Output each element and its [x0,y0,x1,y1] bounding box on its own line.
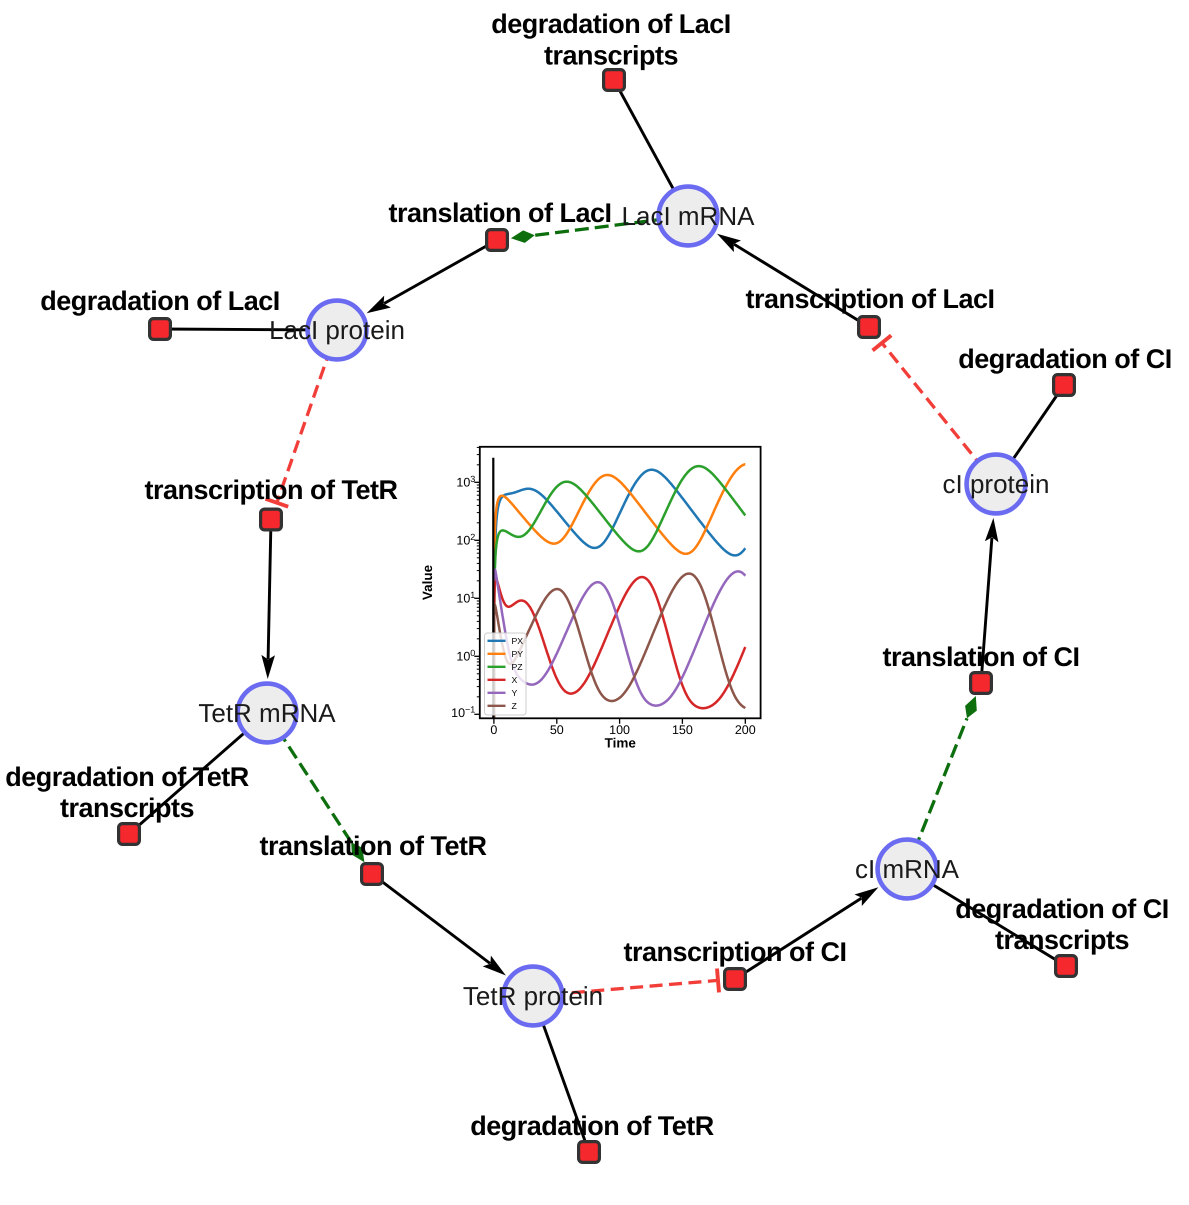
svg-text:cI mRNA: cI mRNA [855,854,960,884]
svg-text:degradation of LacI: degradation of LacI [491,9,731,39]
svg-text:PY: PY [512,649,524,659]
svg-text:transcripts: transcripts [995,925,1129,955]
svg-text:degradation of CI: degradation of CI [958,344,1172,374]
svg-text:50: 50 [550,723,564,737]
svg-text:X: X [512,675,518,685]
svg-text:degradation of TetR: degradation of TetR [5,762,249,792]
svg-text:100: 100 [609,723,630,737]
svg-text:translation of LacI: translation of LacI [388,198,611,228]
svg-text:LacI mRNA: LacI mRNA [622,201,756,231]
svg-text:Z: Z [512,701,518,711]
svg-text:degradation of CI: degradation of CI [955,894,1169,924]
svg-text:translation of CI: translation of CI [882,642,1079,672]
svg-text:Time: Time [605,736,637,751]
svg-text:translation of TetR: translation of TetR [259,831,486,861]
svg-text:PZ: PZ [512,662,524,672]
svg-text:cI protein: cI protein [943,469,1050,499]
svg-text:200: 200 [735,723,756,737]
svg-text:LacI protein: LacI protein [269,315,405,345]
svg-text:transcripts: transcripts [544,40,678,70]
svg-text:PX: PX [512,636,524,646]
svg-text:Y: Y [512,688,518,698]
svg-text:150: 150 [672,723,693,737]
svg-text:TetR protein: TetR protein [463,981,603,1011]
svg-text:degradation of TetR: degradation of TetR [470,1111,714,1141]
svg-text:degradation of LacI: degradation of LacI [40,286,280,316]
svg-text:0: 0 [490,723,497,737]
svg-text:Value: Value [420,564,435,600]
svg-text:transcription of CI: transcription of CI [623,937,846,967]
svg-text:TetR mRNA: TetR mRNA [198,698,336,728]
svg-text:transcription of LacI: transcription of LacI [745,284,994,314]
svg-text:transcripts: transcripts [60,793,194,823]
svg-text:transcription of TetR: transcription of TetR [144,475,397,505]
